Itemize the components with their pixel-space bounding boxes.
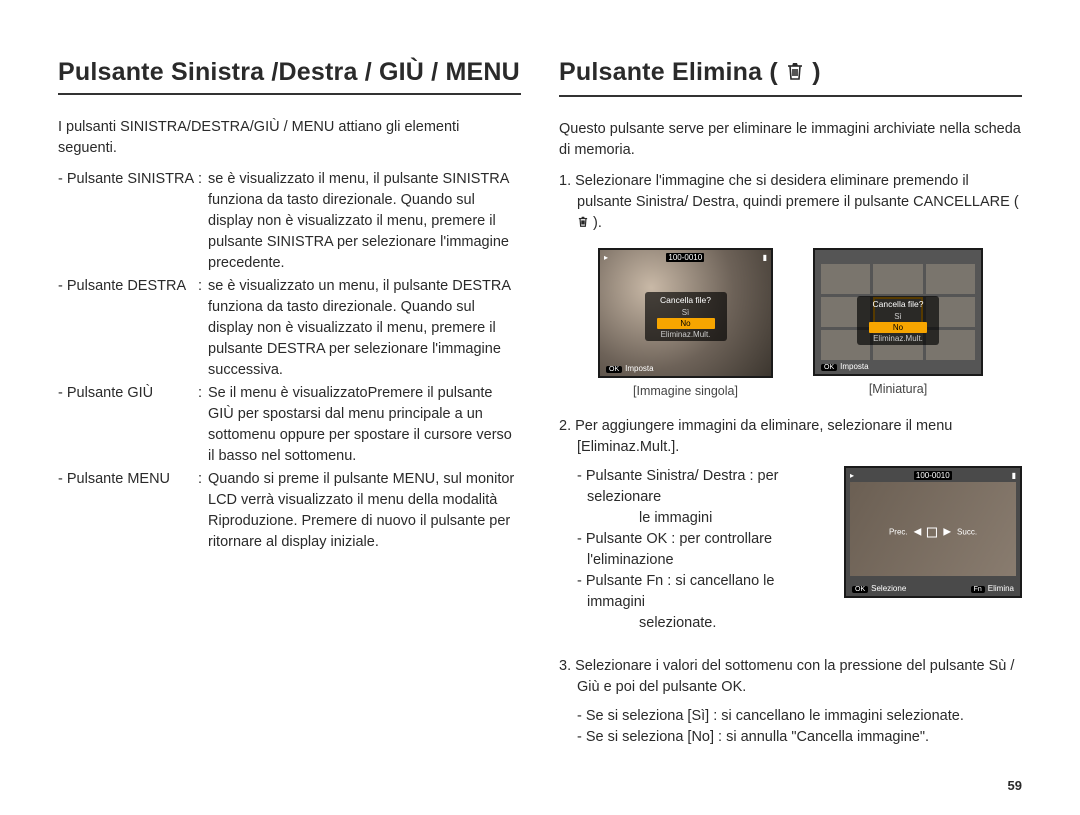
lcd-bottombar: OKImposta — [606, 364, 765, 373]
step-3: 3. Selezionare i valori del sottomenu co… — [559, 656, 1022, 698]
delete-dialog: Cancella file? Sì No Eliminaz.Mult. — [857, 296, 939, 345]
def-giu: - Pulsante GIÙ : Se il menu è visualizza… — [58, 383, 521, 467]
play-icon: ▸ — [850, 471, 854, 480]
lcd-topbar: ▸ 100-0010 ▮ — [604, 253, 767, 262]
checkbox-icon — [927, 527, 937, 537]
def-destra: - Pulsante DESTRA : se è visualizzato un… — [58, 276, 521, 381]
left-title: Pulsante Sinistra /Destra / GIÙ / MENU — [58, 58, 521, 95]
step-2-row: - Pulsante Sinistra/ Destra : per selezi… — [559, 466, 1022, 634]
step-2: 2. Per aggiungere immagini da eliminare,… — [559, 416, 1022, 458]
lcd-bottombar: OKSelezione FnElimina — [852, 584, 1014, 593]
play-icon: ▸ — [604, 253, 608, 262]
left-column: Pulsante Sinistra /Destra / GIÙ / MENU I… — [58, 58, 521, 748]
arrow-right-icon: ▶ — [943, 527, 951, 538]
caption-thumb: [Miniatura] — [813, 382, 983, 396]
caption-single: [Immagine singola] — [598, 384, 773, 398]
def-sinistra: - Pulsante SINISTRA : se è visualizzato … — [58, 169, 521, 274]
lcd-bottombar: OKImposta — [821, 362, 975, 371]
lcd-single: ▸ 100-0010 ▮ Cancella file? Sì No Elimin… — [598, 248, 773, 378]
step-3-sub-yes: - Se si seleziona [Sì] : si cancellano l… — [559, 706, 1022, 727]
lcd-topbar: ▸ 100-0010 ▮ — [850, 471, 1016, 480]
right-title: Pulsante Elimina ( ) — [559, 58, 1022, 97]
delete-dialog: Cancella file? Sì No Eliminaz.Mult. — [645, 292, 727, 341]
step-1: 1. Selezionare l'immagine che si desider… — [559, 171, 1022, 234]
screenshots-row: ▸ 100-0010 ▮ Cancella file? Sì No Elimin… — [559, 248, 1022, 398]
step-2-sublist: - Pulsante Sinistra/ Destra : per selezi… — [559, 466, 830, 634]
left-intro: I pulsanti SINISTRA/DESTRA/GIÙ / MENU at… — [58, 117, 521, 159]
trash-icon — [785, 60, 805, 89]
page-number: 59 — [1008, 778, 1022, 793]
arrow-left-icon: ◀ — [914, 527, 922, 538]
battery-icon: ▮ — [1012, 471, 1016, 480]
lcd-single-wrap: ▸ 100-0010 ▮ Cancella file? Sì No Elimin… — [598, 248, 773, 398]
lcd-thumbnail: Cancella file? Sì No Eliminaz.Mult. OKIm… — [813, 248, 983, 376]
lcd-multi-delete: ▸ 100-0010 ▮ Prec. ◀ ▶ Succ. OKSelezione… — [844, 466, 1022, 598]
step-3-sub-no: - Se si seleziona [No] : si annulla "Can… — [559, 727, 1022, 748]
def-menu: - Pulsante MENU : Quando si preme il pul… — [58, 469, 521, 553]
trash-icon — [577, 215, 593, 231]
right-intro: Questo pulsante serve per eliminare le i… — [559, 119, 1022, 161]
battery-icon: ▮ — [763, 253, 767, 262]
right-column: Pulsante Elimina ( ) Questo pulsante ser… — [559, 58, 1022, 748]
option-selected: No — [657, 318, 715, 329]
nav-overlay: Prec. ◀ ▶ Succ. — [889, 527, 977, 538]
lcd-thumb-wrap: Cancella file? Sì No Eliminaz.Mult. OKIm… — [813, 248, 983, 398]
